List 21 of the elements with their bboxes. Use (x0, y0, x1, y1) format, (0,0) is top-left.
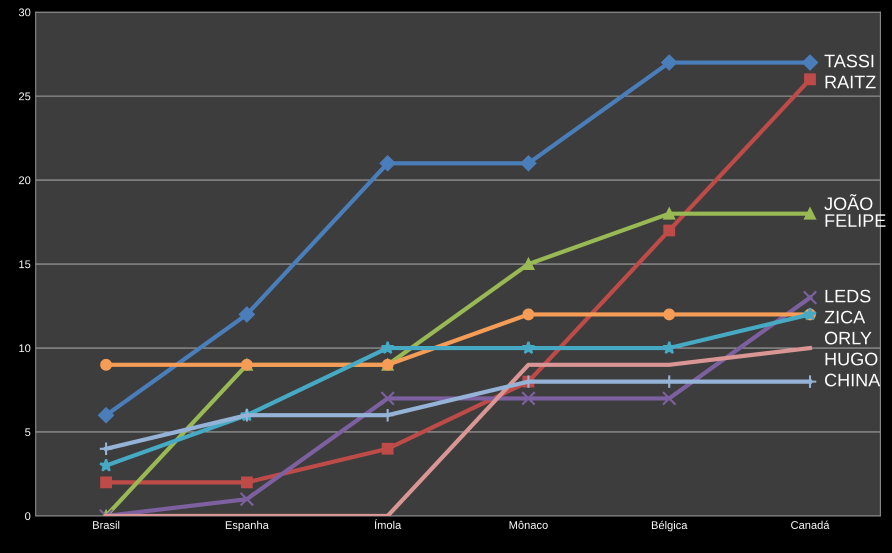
x-tick-label: Ímola (374, 519, 402, 529)
series-label: TASSI (824, 54, 874, 68)
y-tick-label: 5 (25, 428, 30, 436)
series-label: ZICA (824, 310, 866, 324)
x-tick-label: Bélgica (652, 520, 688, 532)
y-tick-label: 15 (19, 260, 30, 268)
y-tick-label: 10 (19, 344, 30, 352)
y-tick-label: 0 (25, 512, 30, 520)
series-label: RAITZ (826, 76, 876, 88)
y-tick-label: 30 (18, 8, 30, 16)
series-label: ORLY (824, 332, 872, 344)
x-tick-label: Canadá (791, 520, 830, 529)
x-tick-label: Mônaco (510, 520, 548, 529)
x-tick-label: Espanha (226, 520, 269, 532)
y-tick-label: 25 (19, 92, 30, 100)
x-tick-label: Brasil (93, 520, 120, 529)
series-label: CHINA (825, 374, 880, 386)
series-label: JOÃO FELIPE (824, 194, 886, 227)
series-label: LEDS (826, 290, 870, 302)
series-label: HUGO (826, 352, 878, 366)
y-tick-label: 20 (19, 176, 30, 184)
